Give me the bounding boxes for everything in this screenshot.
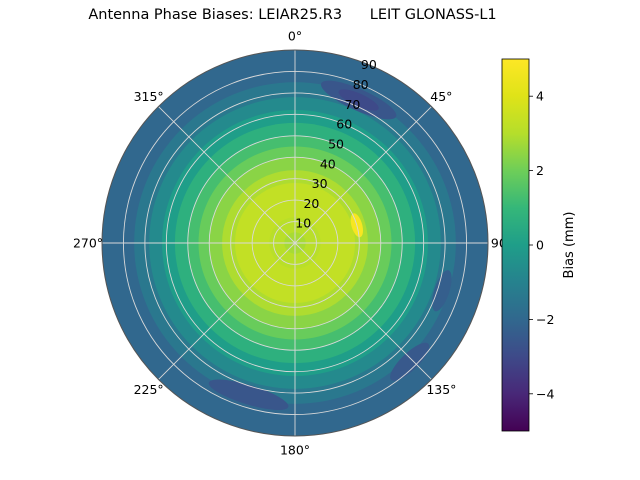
grid-spoke [294, 106, 432, 244]
zenith-tick-label: 80 [353, 77, 369, 92]
zenith-tick-label: 50 [328, 136, 344, 151]
grid-spoke [158, 242, 296, 380]
zenith-tick-label: 40 [320, 156, 336, 171]
contour-anomaly-dark-patch-south-east [390, 342, 430, 381]
chart-title: Antenna Phase Biases: LEIAR25.R3 LEIT GL… [88, 7, 497, 23]
colorbar-tick-label: 0 [536, 238, 544, 253]
polar-outline [101, 49, 489, 437]
zenith-tick-label: 70 [344, 97, 360, 112]
colorbar-tick-label: −2 [536, 312, 554, 327]
colorbar-tick-label: 2 [536, 163, 544, 178]
azimuth-tick-label: 45° [430, 89, 452, 104]
contour-anomaly-dark-patch-north-east-core [338, 89, 379, 111]
azimuth-tick-label: 270° [73, 236, 103, 251]
colorbar-axis-label: Bias (mm) [562, 211, 577, 279]
azimuth-tick-label: 0° [288, 29, 302, 44]
azimuth-tick-label: 225° [134, 382, 164, 397]
azimuth-tick-label: 315° [134, 89, 164, 104]
zenith-tick-label: 30 [312, 176, 328, 191]
grid-spoke [158, 106, 296, 244]
azimuth-tick-label: 180° [280, 443, 310, 458]
zenith-tick-label: 10 [295, 216, 311, 231]
polar-grid [101, 49, 489, 437]
zenith-tick-label: 20 [303, 196, 319, 211]
zenith-tick-label: 90 [361, 57, 377, 72]
zenith-tick-label: 60 [336, 117, 352, 132]
colorbar-tick-label: −4 [536, 386, 554, 401]
azimuth-tick-label: 135° [426, 382, 456, 397]
colorbar [501, 58, 530, 432]
contour-anomaly-dark-patch-east [432, 270, 452, 312]
contour-anomaly-dark-patch-south-south-west [208, 379, 289, 411]
grid-spoke [294, 242, 432, 380]
colorbar-tick-label: 4 [536, 89, 544, 104]
